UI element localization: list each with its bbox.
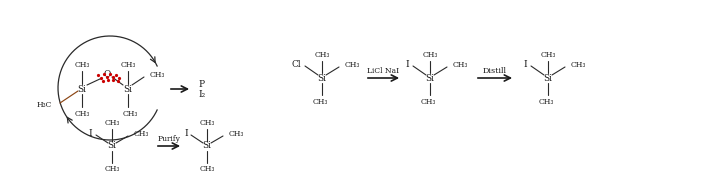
Text: H₃C: H₃C <box>36 101 52 109</box>
Text: CH₃: CH₃ <box>104 119 120 127</box>
Text: CH₃: CH₃ <box>420 98 436 106</box>
Text: Si: Si <box>543 74 553 83</box>
Text: CH₃: CH₃ <box>74 110 90 118</box>
Text: CH₃: CH₃ <box>422 51 438 59</box>
Text: O: O <box>103 70 111 79</box>
Text: CH₃: CH₃ <box>74 61 90 69</box>
Text: I: I <box>185 129 188 138</box>
Text: CH₃: CH₃ <box>453 61 468 69</box>
Text: CH₃: CH₃ <box>540 51 555 59</box>
Text: Si: Si <box>426 74 434 83</box>
Text: CH₃: CH₃ <box>123 110 138 118</box>
Text: CH₃: CH₃ <box>150 71 165 79</box>
Text: Si: Si <box>317 74 327 83</box>
Text: Distill: Distill <box>483 67 507 75</box>
Text: CH₃: CH₃ <box>200 119 215 127</box>
Text: I₂: I₂ <box>198 90 205 99</box>
Text: CH₃: CH₃ <box>229 130 245 138</box>
Text: CH₃: CH₃ <box>134 130 150 138</box>
Text: CH₃: CH₃ <box>312 98 328 106</box>
Text: Si: Si <box>123 84 133 93</box>
Text: I: I <box>406 60 409 68</box>
Text: CH₃: CH₃ <box>314 51 329 59</box>
Text: Si: Si <box>78 84 86 93</box>
Text: Purify: Purify <box>158 135 180 143</box>
Text: CH₃: CH₃ <box>104 165 120 173</box>
Text: Si: Si <box>202 142 212 151</box>
Text: Si: Si <box>108 142 116 151</box>
Text: I: I <box>88 129 92 138</box>
Text: CH₃: CH₃ <box>345 61 360 69</box>
Text: I: I <box>523 60 527 68</box>
Text: CH₃: CH₃ <box>120 61 135 69</box>
Text: CH₃: CH₃ <box>538 98 554 106</box>
Text: CH₃: CH₃ <box>200 165 215 173</box>
Text: P: P <box>198 80 204 89</box>
Text: CH₃: CH₃ <box>571 61 586 69</box>
Text: LiCl NaI: LiCl NaI <box>367 67 399 75</box>
Text: Cl: Cl <box>292 60 301 68</box>
